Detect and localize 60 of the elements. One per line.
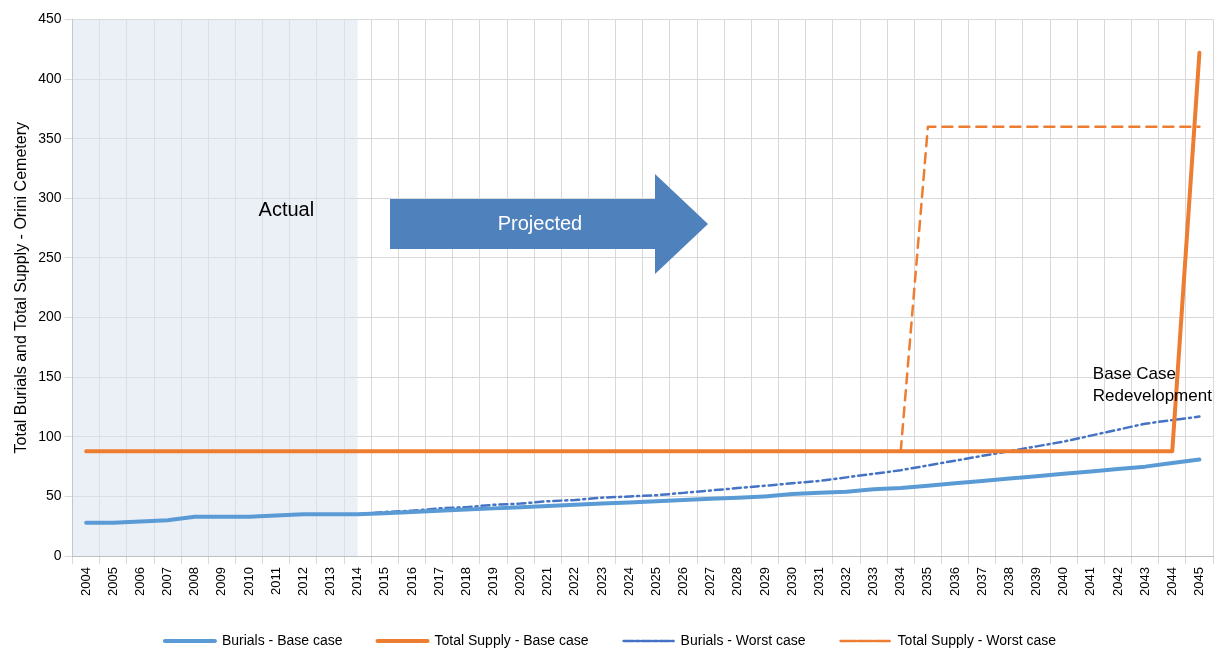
- x-tick-label: 2013: [322, 567, 338, 596]
- legend-label: Total Supply - Worst case: [897, 631, 1057, 648]
- y-tick-label: 100: [38, 427, 62, 444]
- y-tick-label: 150: [38, 368, 62, 385]
- x-tick-label: 2015: [376, 567, 392, 596]
- x-tick-label: 2044: [1163, 567, 1179, 596]
- x-tick-label: 2033: [865, 567, 881, 596]
- x-tick-label: 2043: [1136, 567, 1152, 596]
- arrow-icon: Projected: [390, 174, 708, 274]
- x-tick-label: 2025: [647, 567, 663, 596]
- x-tick-label: 2037: [973, 567, 989, 596]
- y-tick-label: 300: [38, 189, 62, 206]
- legend-label: Burials - Worst case: [680, 631, 806, 648]
- legend-label: Total Supply - Base case: [434, 631, 589, 648]
- x-tick-label: 2038: [1000, 567, 1016, 596]
- y-tick-label: 0: [53, 546, 62, 563]
- x-tick-label: 2007: [159, 567, 175, 596]
- x-tick-label: 2032: [838, 567, 854, 596]
- x-tick-label: 2023: [593, 567, 609, 596]
- x-tick-label: 2005: [104, 567, 120, 596]
- y-tick-label: 350: [38, 129, 62, 146]
- y-tick-label: 450: [38, 10, 62, 27]
- x-tick-label: 2010: [240, 567, 256, 596]
- x-tick-label: 2006: [132, 567, 148, 596]
- band-label: Actual: [258, 197, 315, 220]
- y-tick-label: 250: [38, 248, 62, 265]
- y-tick-label: 50: [45, 487, 62, 504]
- y-tick-label: 200: [38, 308, 62, 325]
- x-tick-label: 2021: [539, 567, 555, 596]
- x-tick-label: 2045: [1191, 567, 1206, 596]
- x-tick-label: 2020: [512, 567, 528, 596]
- x-tick-label: 2027: [702, 567, 718, 596]
- x-tick-label: 2012: [294, 567, 310, 596]
- legend-label: Burials - Base case: [221, 631, 343, 648]
- x-tick-label: 2026: [675, 567, 691, 596]
- x-tick-label: 2030: [783, 567, 799, 596]
- x-tick-label: 2014: [349, 567, 365, 596]
- annotation: Projected: [496, 212, 584, 235]
- x-tick-label: 2036: [946, 567, 962, 596]
- x-tick-label: 2034: [892, 567, 908, 596]
- x-tick-label: 2008: [186, 567, 202, 596]
- x-tick-label: 2029: [756, 567, 772, 596]
- x-tick-label: 2009: [213, 567, 229, 596]
- x-tick-label: 2024: [620, 567, 636, 596]
- x-tick-label: 2018: [457, 567, 473, 596]
- x-tick-label: 2022: [566, 567, 582, 596]
- y-axis-title: Total Burials and Total Supply - Orini Cemetery: [12, 122, 30, 454]
- x-tick-label: 2011: [267, 567, 283, 596]
- x-tick-label: 2016: [403, 567, 419, 596]
- x-tick-label: 2019: [485, 567, 501, 596]
- x-tick-label: 2042: [1109, 567, 1125, 596]
- x-tick-label: 2017: [430, 567, 446, 596]
- x-tick-label: 2040: [1055, 567, 1071, 596]
- x-tick-label: 2031: [810, 567, 826, 596]
- y-tick-label: 400: [38, 69, 62, 86]
- x-tick-label: 2004: [77, 567, 93, 596]
- x-tick-label: 2041: [1082, 567, 1098, 596]
- x-tick-label: 2039: [1028, 567, 1044, 596]
- x-tick-label: 2028: [729, 567, 745, 596]
- x-tick-label: 2035: [919, 567, 935, 596]
